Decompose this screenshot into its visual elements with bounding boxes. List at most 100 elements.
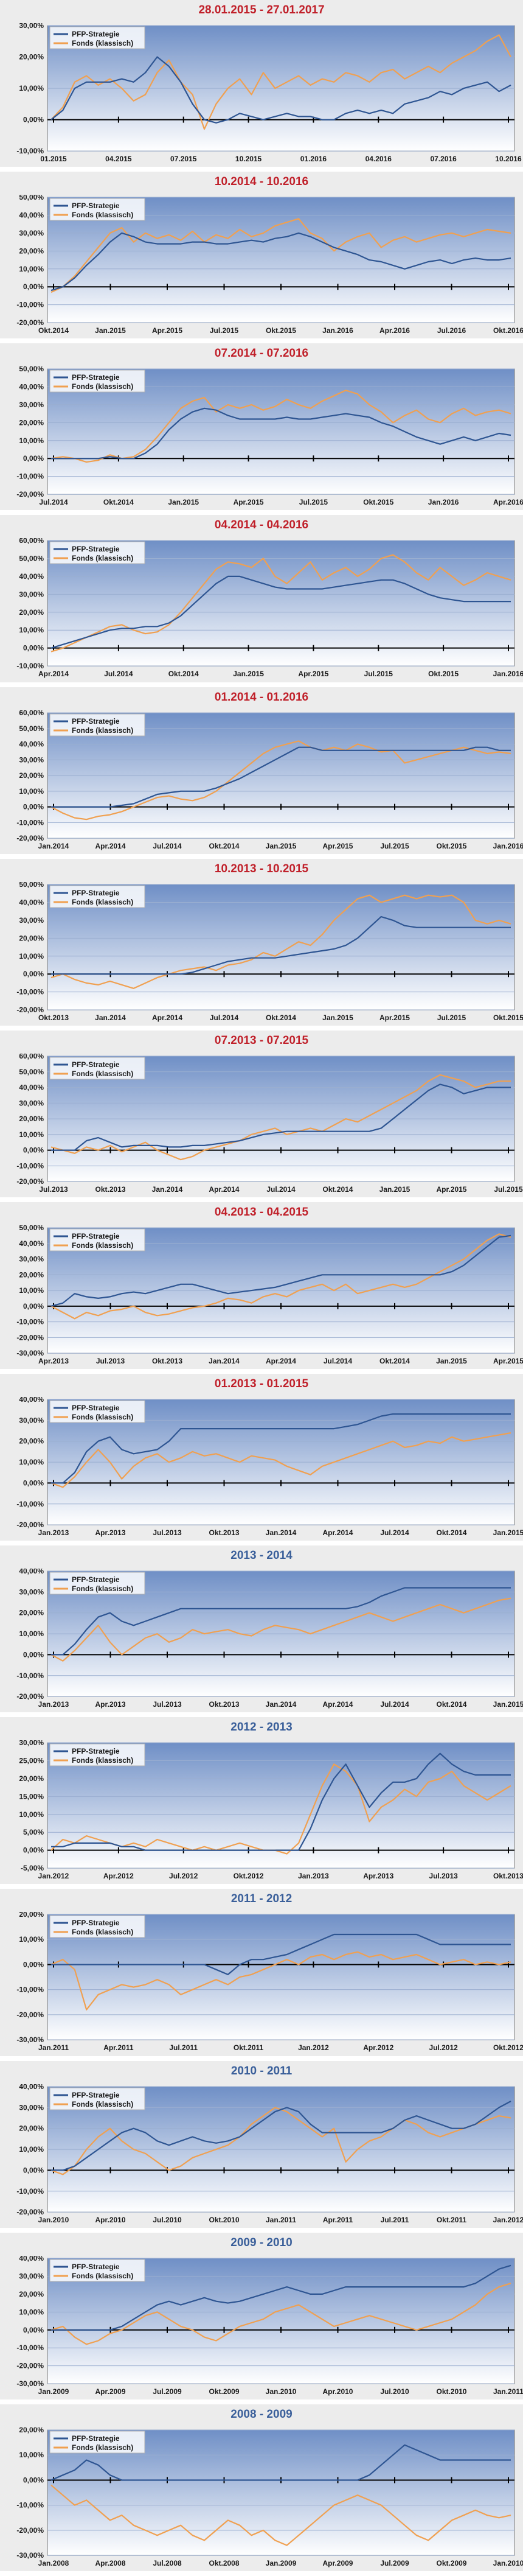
series-line-fonds-klassisch (50, 1763, 511, 1855)
x-tick-label: Okt.2014 (168, 670, 199, 679)
y-tick-label: 30,00% (19, 2272, 44, 2280)
chart-svg: 40,00% 30,00% 20,00% 10,00% 0,00% -10,00% -20,… (16, 2256, 523, 2396)
x-tick-label: Apr.2010 (95, 2216, 126, 2224)
x-tick-label: Apr.2015 (234, 498, 264, 506)
x-tick-label: Jul.2014 (380, 1528, 409, 1537)
legend-label: PFP-Strategie (72, 1404, 120, 1412)
chart-panel: 2011 - 2012 20,00% 10,00% 0,00% -10,00% -20,0… (0, 1889, 523, 2056)
chart-title: 28.01.2015 - 27.01.2017 (198, 4, 325, 16)
y-tick-label: 40,00% (19, 1083, 44, 1091)
y-tick-label: 50,00% (19, 195, 44, 201)
x-tick-label: Apr.2013 (95, 1700, 126, 1709)
y-tick-label: -20,00% (16, 1521, 44, 1529)
legend-box (49, 2087, 145, 2110)
x-tick-label: Apr.2009 (323, 2559, 353, 2567)
x-tick-label: Apr.2013 (38, 1357, 69, 1365)
series-line-pfp-strategie (50, 232, 511, 292)
y-tick-label: 30,00% (19, 1588, 44, 1597)
chart-title: 01.2014 - 01.2016 (214, 690, 309, 704)
legend-box (49, 713, 145, 737)
y-tick-label: 50,00% (19, 366, 44, 373)
y-tick-label: 60,00% (19, 1054, 44, 1060)
y-tick-label: 40,00% (19, 740, 44, 748)
legend-label: Fonds (klassisch) (72, 1756, 133, 1765)
y-tick-label: -10,00% (16, 472, 44, 481)
y-tick-label: 5,00% (23, 1829, 44, 1837)
x-tick-label: Apr.2013 (95, 1528, 126, 1537)
x-tick-label: Jul.2008 (153, 2559, 182, 2567)
y-tick-label: 40,00% (19, 383, 44, 391)
x-tick-label: Okt.2014 (209, 842, 240, 850)
legend-label: PFP-Strategie (72, 373, 120, 382)
x-tick-label: Jan.2012 (38, 1872, 69, 1880)
x-tick-label: 04.2016 (365, 155, 392, 163)
y-tick-label: 30,00% (19, 2103, 44, 2112)
x-tick-label: Jul.2009 (380, 2559, 409, 2567)
y-tick-label: -10,00% (16, 987, 44, 996)
x-tick-label: Okt.2011 (234, 2044, 264, 2053)
chart-panel: 10.2013 - 10.2015 50,00% 40,00% 30,00% 20,00… (0, 858, 523, 1026)
legend-label: PFP-Strategie (72, 717, 120, 726)
y-tick-label: 20,00% (19, 1774, 44, 1783)
y-tick-label: -20,00% (16, 1006, 44, 1014)
y-tick-label: -20,00% (16, 1333, 44, 1342)
x-tick-label: Okt.2015 (437, 842, 467, 850)
y-tick-label: -30,00% (16, 1349, 44, 1357)
series-line-pfp-strategie (51, 1934, 511, 1976)
x-tick-label: Apr.2012 (363, 2044, 393, 2053)
x-tick-label: Okt.2014 (266, 1013, 296, 1022)
y-tick-label: -30,00% (16, 2379, 44, 2388)
legend-label: PFP-Strategie (72, 889, 120, 897)
x-tick-label: Jan.2016 (493, 670, 523, 679)
y-tick-label: 0,00% (23, 116, 44, 124)
legend-label: PFP-Strategie (72, 201, 120, 210)
x-tick-label: Jul.2010 (153, 2216, 182, 2224)
chart-title: 2008 - 2009 (230, 2407, 293, 2421)
legend-label: PFP-Strategie (72, 2434, 120, 2443)
x-tick-label: Jul.2014 (104, 670, 133, 679)
y-tick-label: 10,00% (19, 265, 44, 273)
y-tick-label: -10,00% (16, 1986, 44, 1994)
x-tick-label: Apr.2015 (493, 1357, 523, 1365)
legend-box (49, 541, 145, 564)
x-tick-label: Jan.2015 (493, 1528, 523, 1537)
x-tick-label: Jan.2016 (493, 842, 523, 850)
legend-label: Fonds (klassisch) (72, 382, 133, 391)
series-line-fonds-klassisch (50, 2282, 511, 2345)
legend-label: Fonds (klassisch) (72, 1928, 133, 1936)
y-tick-label: -30,00% (16, 2551, 44, 2560)
y-tick-label: 0,00% (23, 644, 44, 653)
y-tick-label: -10,00% (16, 2343, 44, 2352)
x-tick-label: Okt.2015 (428, 670, 459, 679)
x-tick-label: Jul.2016 (437, 326, 466, 335)
y-tick-label: 0,00% (23, 970, 44, 978)
chart-svg: 60,00% 50,00% 40,00% 30,00% 20,00% 10,00% 0,00… (16, 1054, 523, 1194)
x-tick-label: Jan.2014 (266, 1700, 297, 1709)
x-tick-label: Jan.2011 (266, 2216, 296, 2224)
y-tick-label: 20,00% (19, 1609, 44, 1617)
chart-panel: 10.2014 - 10.2016 50,00% 40,00% 30,00% 20,00… (0, 172, 523, 339)
chart-panel: 2010 - 2011 40,00% 30,00% 20,00% 10,00% 0,00%… (0, 2060, 523, 2228)
legend-label: PFP-Strategie (72, 1575, 120, 1584)
chart-title: 04.2013 - 04.2015 (214, 1205, 309, 1219)
y-tick-label: -20,00% (16, 2208, 44, 2216)
x-tick-label: Jan.2015 (95, 326, 126, 335)
x-tick-label: Apr.2016 (493, 498, 523, 506)
x-tick-label: Jul.2015 (299, 498, 328, 506)
x-tick-label: Okt.2015 (266, 326, 296, 335)
y-tick-label: 40,00% (19, 2084, 44, 2091)
x-tick-label: Jan.2015 (322, 1013, 353, 1022)
series-line-pfp-strategie (51, 1752, 511, 1852)
y-tick-label: 50,00% (19, 555, 44, 563)
x-tick-label: Jan.2011 (493, 2387, 523, 2396)
series-line-pfp-strategie (51, 2264, 511, 2331)
chart-svg: 40,00% 30,00% 20,00% 10,00% 0,00% -10,00% -20,… (16, 2084, 523, 2224)
series-line-fonds-klassisch (50, 390, 511, 463)
x-tick-label: Apr.2012 (103, 1872, 134, 1880)
x-tick-label: Jan.2012 (298, 2044, 329, 2053)
y-tick-label: 0,00% (23, 2476, 44, 2484)
y-tick-label: -20,00% (16, 1177, 44, 1186)
x-tick-label: Jan.2009 (38, 2387, 69, 2396)
y-tick-label: 0,00% (23, 1961, 44, 1969)
x-tick-label: Apr.2013 (363, 1872, 393, 1880)
